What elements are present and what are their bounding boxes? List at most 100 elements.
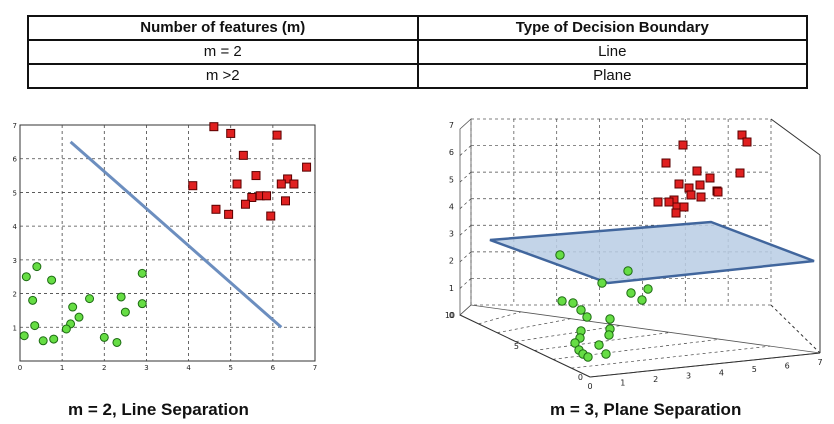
grid-line: [552, 338, 721, 360]
grid-line: [459, 171, 472, 183]
cell-boundary-type: Plane: [416, 63, 808, 89]
green-circle-point: [568, 298, 578, 308]
y-tick-label: 5: [514, 342, 519, 351]
green-circle-point: [623, 266, 633, 276]
x-tick-label: 6: [271, 364, 276, 372]
red-square-point: [251, 171, 261, 181]
green-circle-point: [30, 321, 40, 331]
x-tick-label: 4: [719, 368, 724, 377]
z-tick-label: 2: [449, 257, 454, 266]
red-square-point: [232, 179, 242, 189]
decision-line: [69, 140, 283, 329]
red-square-point: [695, 180, 705, 190]
green-circle-point: [68, 302, 78, 312]
red-square-point: [737, 130, 747, 140]
green-circle-point: [626, 288, 636, 298]
x-tick-label: 5: [752, 365, 757, 374]
red-square-point: [224, 209, 234, 219]
green-circle-point: [112, 337, 122, 347]
green-circle-point: [21, 272, 31, 282]
x-tick-label: 5: [228, 364, 232, 372]
z-tick-label: 1: [449, 284, 454, 293]
grid-line: [571, 345, 771, 369]
red-square-point: [671, 208, 681, 218]
red-square-point: [678, 140, 688, 150]
red-square-point: [713, 187, 723, 197]
green-circle-point: [643, 284, 653, 294]
green-circle-point: [32, 262, 42, 272]
y-tick-label: 10: [445, 311, 455, 320]
red-square-point: [653, 197, 663, 207]
green-circle-point: [28, 295, 38, 305]
grid-line: [459, 278, 472, 289]
green-circle-point: [557, 296, 567, 306]
red-square-point: [661, 158, 671, 168]
green-circle-point: [637, 295, 647, 305]
y-tick-label: 2: [13, 291, 17, 299]
red-square-point: [266, 211, 276, 221]
red-square-point: [276, 179, 286, 189]
cell-boundary-type: Line: [416, 39, 808, 65]
y-tick-label: 4: [13, 223, 18, 231]
red-square-point: [302, 162, 312, 172]
grid-line: [497, 318, 571, 334]
green-circle-point: [116, 292, 126, 302]
boundary-type-table: Number of features (m) Type of Decision …: [27, 15, 808, 89]
x-tick-label: 1: [60, 364, 64, 372]
green-circle-point: [99, 332, 109, 342]
green-circle-point: [19, 331, 29, 341]
green-circle-point: [38, 336, 48, 346]
green-circle-point: [604, 330, 614, 340]
x-tick-label: 7: [313, 364, 317, 372]
y-tick-label: 3: [13, 257, 17, 265]
line-separation-plot: 0 1 2 3 4 5 6 7 1 2 3 4 5 6 7: [10, 117, 325, 382]
red-square-point: [692, 166, 702, 176]
x-tick-label: 6: [785, 361, 790, 370]
red-square-point: [240, 199, 250, 209]
green-circle-point: [85, 294, 95, 304]
green-circle-point: [605, 314, 615, 324]
green-circle-point: [74, 312, 84, 322]
red-square-point: [238, 150, 248, 160]
x-tick-label: 7: [817, 358, 822, 367]
grid-line: [459, 145, 472, 156]
red-square-point: [742, 137, 752, 147]
caption-plane-separation: m = 3, Plane Separation: [550, 400, 742, 419]
z-tick-label: 6: [449, 148, 454, 157]
green-circle-point: [120, 307, 130, 317]
z-tick-label: 0: [449, 311, 454, 320]
red-square-point: [262, 191, 272, 201]
x-tick-label: 3: [144, 364, 148, 372]
grid-line: [459, 251, 472, 263]
grid-line: [534, 332, 671, 351]
z-tick-label: 4: [449, 202, 454, 211]
red-square-point: [705, 173, 715, 183]
green-circle-point: [594, 340, 604, 350]
x-tick-label: 2: [653, 375, 658, 384]
z-tick-label: 5: [449, 175, 454, 184]
grid-line: [478, 311, 521, 325]
red-square-point: [289, 179, 299, 189]
plane-separation-plot: 0 1 2 3 4 5 6 7 0 1 2 3 4 5 6 7 0 5 10: [440, 105, 830, 395]
green-circle-point: [570, 338, 580, 348]
z-tick-label: 3: [449, 230, 454, 239]
red-square-point: [209, 122, 219, 132]
red-square-point: [281, 196, 290, 206]
red-square-point: [283, 174, 293, 184]
y-tick-label: 5: [13, 189, 17, 197]
green-circle-point: [49, 334, 59, 344]
red-square-point: [272, 130, 282, 140]
green-circle-point: [137, 299, 147, 309]
green-circle-point: [582, 312, 592, 322]
line-separation-svg: 0 1 2 3 4 5 6 7 1 2 3 4 5 6 7: [13, 122, 318, 372]
x-tick-label: 2: [102, 364, 106, 372]
red-square-point: [686, 190, 696, 200]
cell-features: m >2: [27, 63, 419, 89]
y-tick-label: 7: [13, 122, 17, 130]
table-row: m >2 Plane: [27, 63, 808, 89]
red-square-point: [696, 192, 706, 202]
header-boundary-type: Type of Decision Boundary: [416, 15, 808, 41]
red-square-point: [735, 168, 745, 178]
caption-line-separation: m = 2, Line Separation: [68, 400, 249, 419]
green-circle-point: [137, 268, 147, 278]
